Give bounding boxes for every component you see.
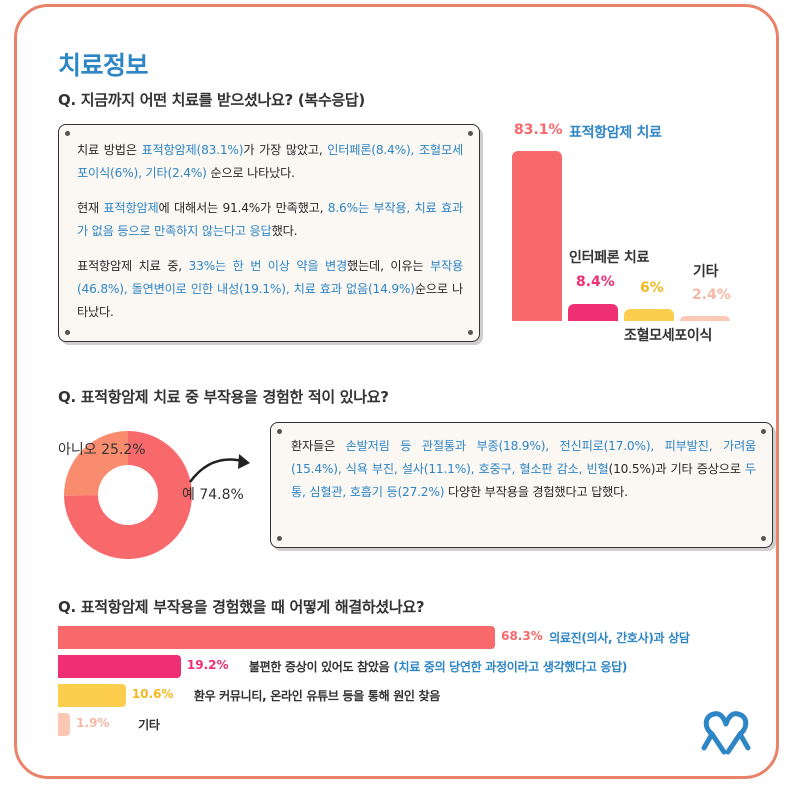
card-corner-dot [65,330,70,335]
bar-interferon [568,303,618,321]
summary-card-2: 환자들은 손발저림 등 관절통과 부종(18.9%), 전신피로(17.0%),… [270,422,773,548]
card1-paragraph-2: 현재 표적항암제에 대해서는 91.4%가 만족했고, 8.6%는 부작용, 치… [77,201,464,238]
category-label-online: 환우 커뮤니티, 온라인 유튜브 등을 통해 원인 찾음 [193,689,441,703]
bar-other [680,316,730,321]
question-2: Q. 표적항암제 치료 중 부작용을 경험한 적이 있나요? [58,388,389,406]
category-label-targeted: 표적항암제 치료 [569,125,662,141]
bar-other-resolution [58,713,71,736]
card2-paragraph: 환자들은 손발저림 등 관절통과 부종(18.9%), 전신피로(17.0%),… [291,439,756,499]
bar-online-community [58,684,126,707]
value-label-other-resolution: 1.9% [76,716,110,730]
curved-arrow-icon [188,454,250,483]
value-label-other: 2.4% [692,287,731,303]
bar-stem-cell [624,308,674,321]
value-label-stem-cell: 6% [640,280,664,296]
category-label-interferon: 인터페론 치료 [569,250,650,266]
bar-endured-symptoms [58,655,181,678]
side-effect-donut-chart [64,431,192,559]
page-title: 치료정보 [58,51,149,80]
value-label-online: 10.6% [131,687,174,701]
category-label-other-resolution: 기타 [138,718,160,732]
treatment-bar-chart: 83.1% 표적항암제 치료 인터페론 치료 8.4% 6% 조혈모세포이식 기… [500,115,770,350]
card-corner-dot [65,131,70,136]
card-corner-dot [277,536,282,541]
card-corner-dot [277,429,282,434]
donut-slice-no [64,431,128,496]
category-label-endured: 불편한 증상이 있어도 참았음 (치료 중의 당연한 과정이라고 생각했다고 응… [248,660,628,674]
donut-label-no: 아니오 25.2% [58,442,146,458]
card-corner-dot [761,429,766,434]
bar-consult-medical-staff [58,626,496,649]
card-corner-dot [468,330,473,335]
category-label-endured-note: (치료 중의 당연한 과정이라고 생각했다고 응답) [393,660,628,674]
bar-targeted-therapy [512,151,562,321]
donut-slice-yes [64,431,192,559]
resolution-bar-chart: 68.3% 19.2% 10.6% 1.9% 의료진(의사, 간호사)과 상담 … [58,624,778,744]
card1-paragraph-1: 치료 방법은 표적항암제(83.1%)가 가장 많았고, 인터페론(8.4%),… [77,143,463,180]
question-3: Q. 표적항암제 부작용을 경험했을 때 어떻게 해결하셨나요? [58,598,425,616]
value-label-consult: 68.3% [501,629,543,643]
card-corner-dot [468,131,473,136]
value-label-endured: 19.2% [186,658,229,672]
question-1: Q. 지금까지 어떤 치료를 받으셨나요? (복수응답) [58,91,365,109]
value-label-interferon: 8.4% [576,274,615,290]
ribbon-logo-icon [701,711,751,755]
card1-paragraph-3: 표적항암제 치료 중, 33%는 한 번 이상 약을 변경했는데, 이유는 부작… [77,259,463,319]
category-label-other: 기타 [693,264,719,280]
value-label-targeted: 83.1% [514,122,563,138]
summary-card-1: 치료 방법은 표적항암제(83.1%)가 가장 많았고, 인터페론(8.4%),… [58,124,480,342]
category-label-consult: 의료진(의사, 간호사)과 상담 [549,631,690,645]
donut-label-yes: 예 74.8% [182,487,244,503]
category-label-stem-cell: 조혈모세포이식 [624,328,713,344]
card-corner-dot [761,536,766,541]
